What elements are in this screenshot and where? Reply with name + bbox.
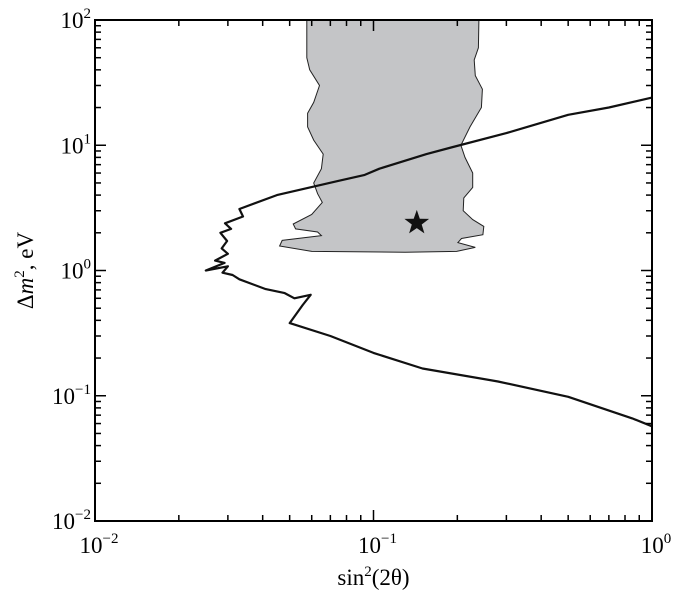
x-tick-label: 10−2: [80, 531, 119, 558]
x-tick-label: 100: [641, 531, 672, 558]
y-tick-label: 10−2: [52, 507, 91, 534]
y-tick-label: 10−1: [52, 382, 91, 409]
axis-ticks: [94, 19, 653, 522]
x-tick-label: 10−1: [358, 531, 397, 558]
x-axis-label: sin2(2θ): [337, 564, 409, 590]
best-fit-star-marker: [404, 209, 430, 234]
y-tick-label: 100: [61, 257, 92, 284]
plot-content: [204, 19, 653, 428]
y-tick-label: 101: [61, 131, 92, 158]
y-axis-label: Δm2, eV: [12, 231, 38, 309]
axis-tick-labels: 10−2 10−1 100 10−2 10−1 100 101 102: [52, 6, 671, 558]
allowed-region: [278, 19, 485, 253]
exclusion-contour: [204, 96, 653, 428]
y-tick-label: 102: [61, 6, 92, 33]
